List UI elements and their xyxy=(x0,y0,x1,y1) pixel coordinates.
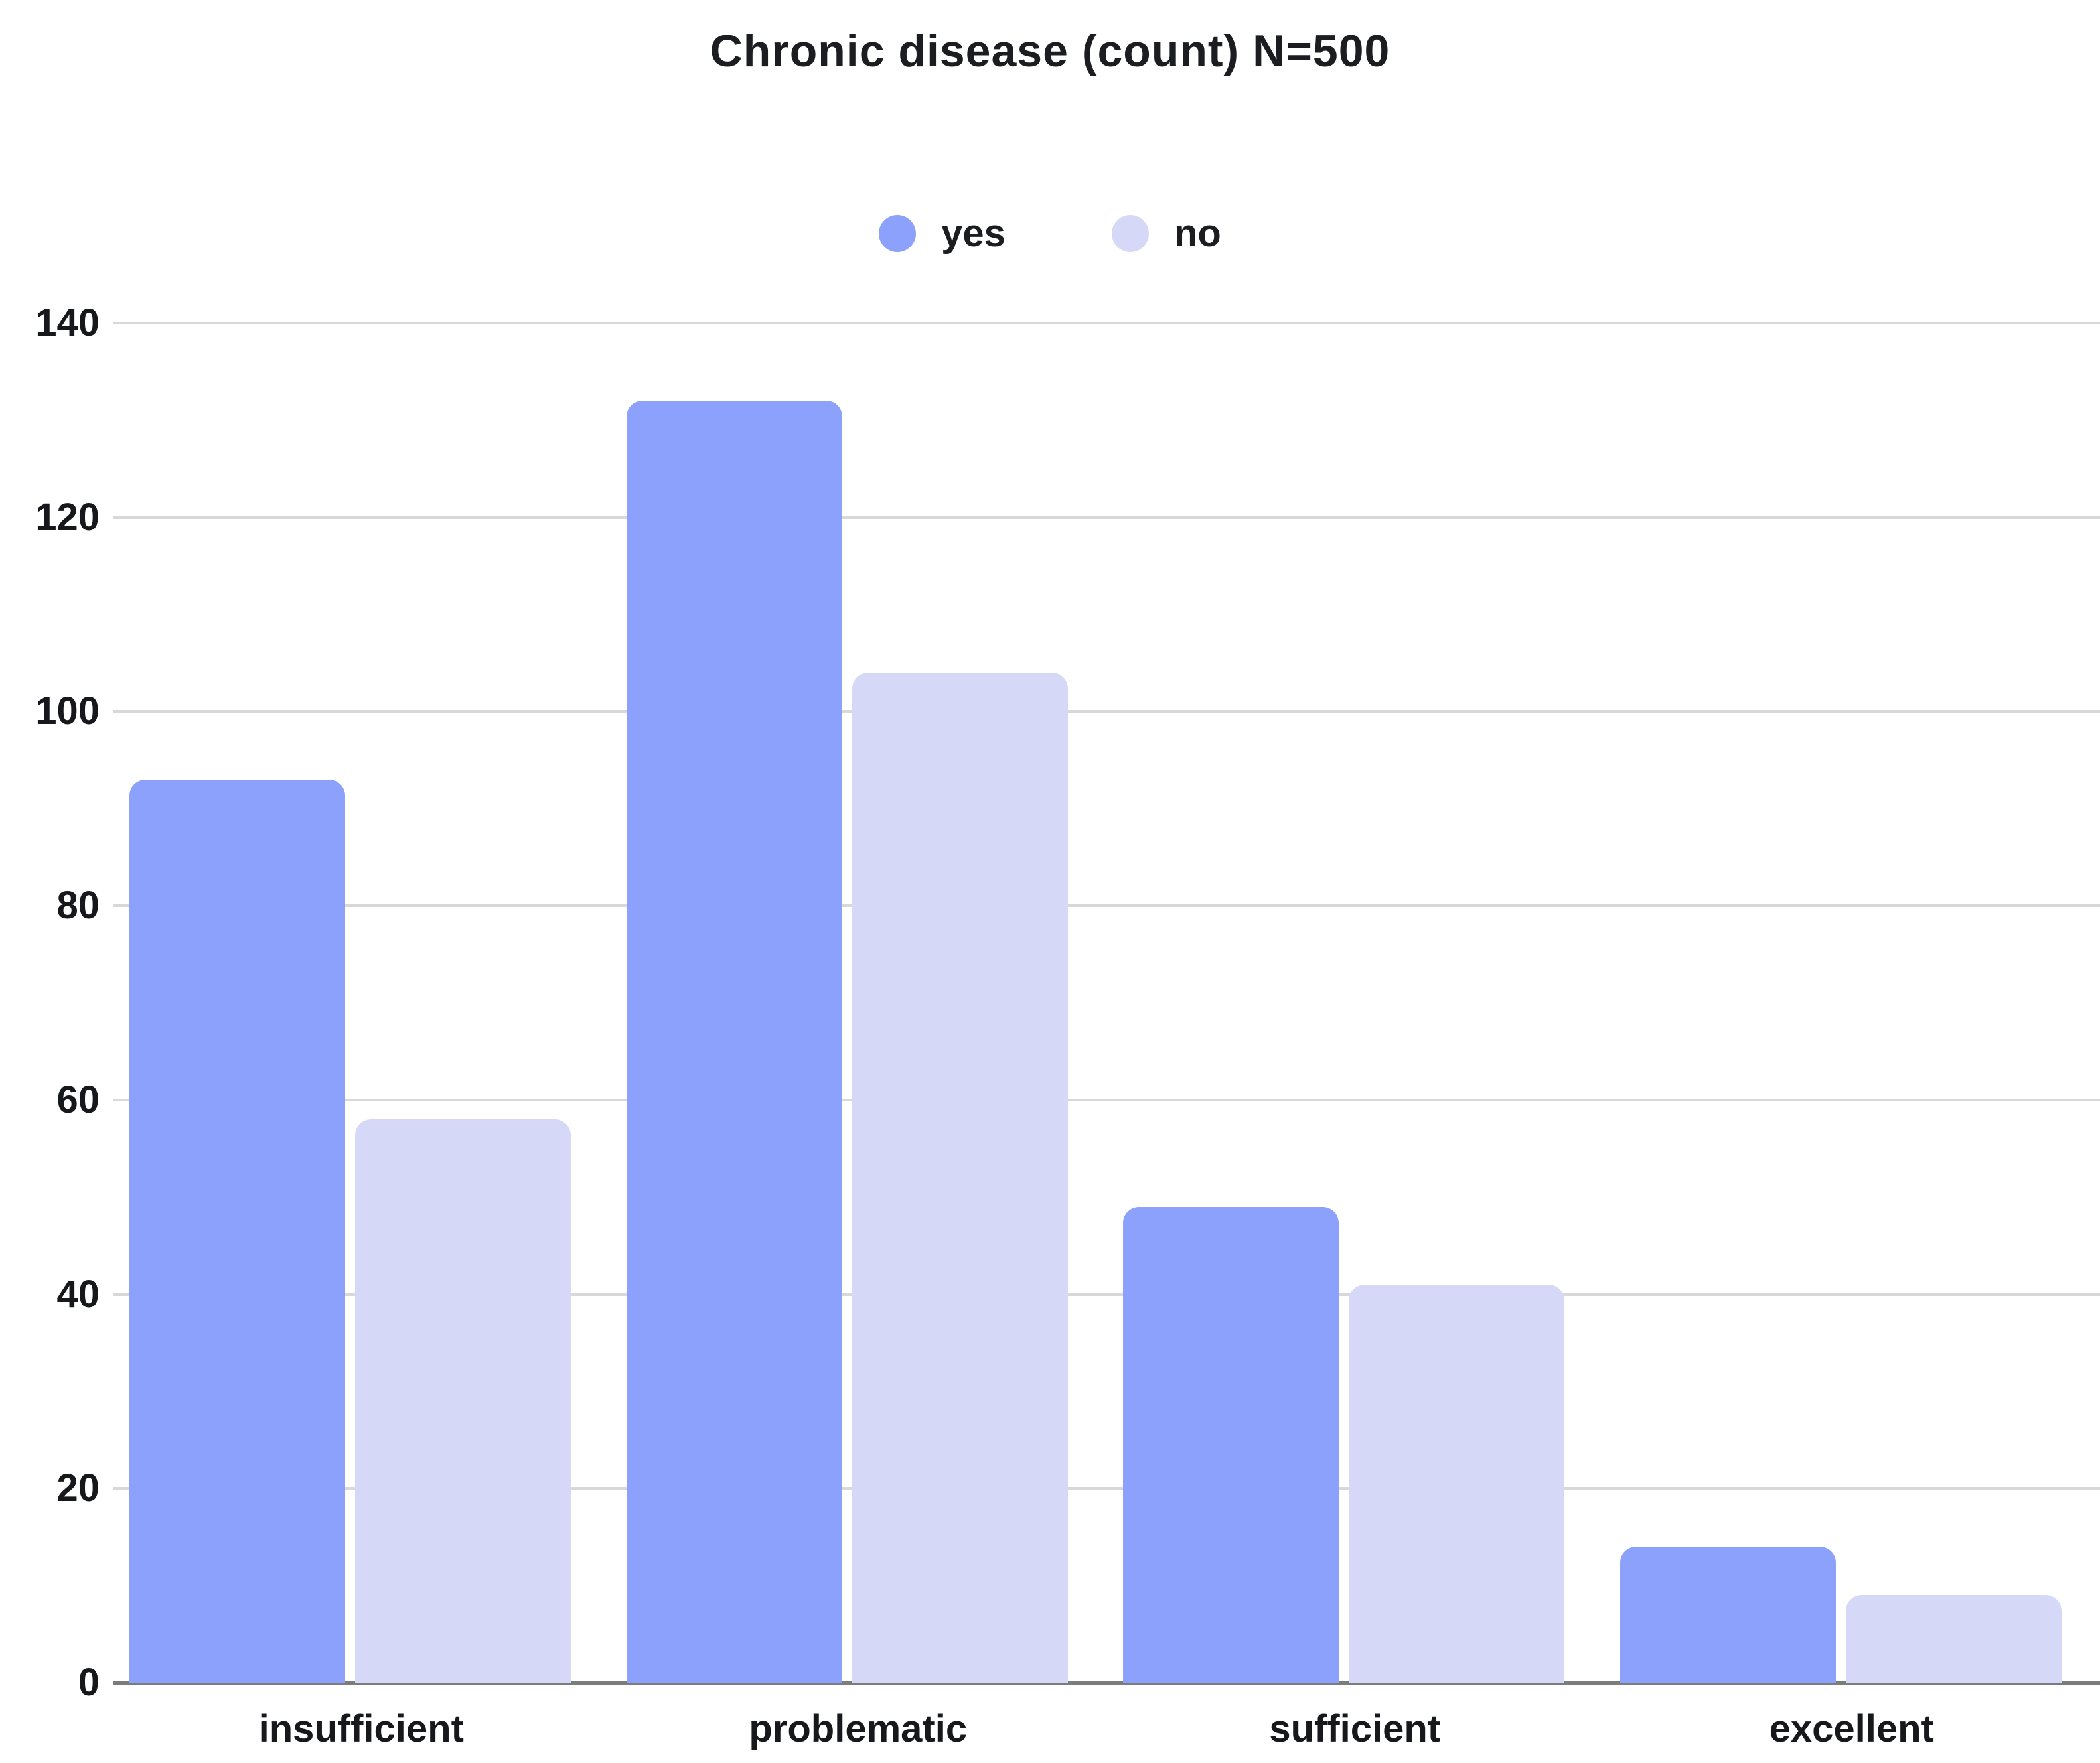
x-category-label-problematic: problematic xyxy=(749,1707,968,1750)
bar-problematic-yes[interactable] xyxy=(626,401,842,1683)
y-tick-label-140: 140 xyxy=(35,301,100,344)
chart-title: Chronic disease (count) N=500 xyxy=(710,26,1390,76)
bar-sufficient-no[interactable] xyxy=(1349,1284,1564,1683)
y-tick-label-80: 80 xyxy=(56,884,100,928)
x-category-label-excellent: excellent xyxy=(1769,1707,1934,1750)
bar-insufficient-yes[interactable] xyxy=(129,779,345,1683)
y-tick-label-100: 100 xyxy=(35,689,100,733)
gridline-80 xyxy=(113,904,2100,908)
legend-item-yes[interactable]: yes xyxy=(879,211,1006,255)
bar-problematic-no[interactable] xyxy=(852,672,1068,1683)
bar-sufficient-yes[interactable] xyxy=(1123,1206,1339,1683)
y-tick-label-120: 120 xyxy=(35,495,100,539)
legend-label-no: no xyxy=(1173,212,1221,255)
x-axis-baseline xyxy=(113,1681,2100,1685)
gridline-100 xyxy=(113,710,2100,713)
y-tick-label-60: 60 xyxy=(56,1078,100,1121)
legend-item-no[interactable]: no xyxy=(1111,211,1221,255)
legend-label-yes: yes xyxy=(941,212,1006,255)
gridline-60 xyxy=(113,1098,2100,1101)
bar-excellent-no[interactable] xyxy=(1845,1595,2062,1683)
y-tick-label-0: 0 xyxy=(78,1661,100,1704)
x-category-label-sufficient: sufficient xyxy=(1269,1707,1441,1750)
gridline-40 xyxy=(113,1293,2100,1296)
bar-excellent-yes[interactable] xyxy=(1619,1547,1836,1683)
legend-dot-no-icon xyxy=(1111,214,1149,252)
chart-legend: yes no xyxy=(0,211,2100,255)
gridline-120 xyxy=(113,516,2100,519)
legend-dot-yes-icon xyxy=(879,214,917,252)
bar-insufficient-no[interactable] xyxy=(355,1119,571,1683)
y-tick-label-40: 40 xyxy=(56,1272,100,1316)
y-tick-label-20: 20 xyxy=(56,1466,100,1510)
gridline-20 xyxy=(113,1487,2100,1490)
x-category-label-insufficient: insufficient xyxy=(258,1707,464,1750)
gridline-140 xyxy=(113,322,2100,324)
